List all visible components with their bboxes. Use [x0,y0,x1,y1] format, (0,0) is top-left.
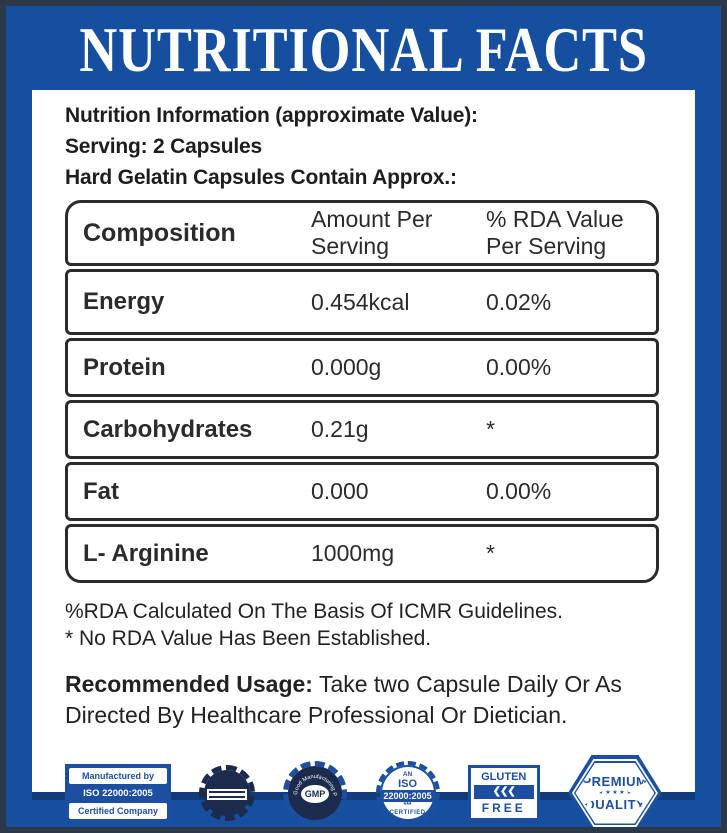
row-name: Carbohydrates [83,415,253,443]
nutrition-info-line: Nutrition Information (approximate Value… [65,104,478,127]
table-row-fat: Fat 0.000 0.00% [65,462,659,521]
rda-footnote: %RDA Calculated On The Basis Of ICMR Gui… [65,600,563,623]
row-rda: * [486,540,495,566]
iso-an-label: AN [402,770,413,778]
iso-number-label: ISO 22000:2005 [83,787,153,799]
header-rda-per-serving: % RDA Value Per Serving [486,205,624,259]
premium-quality-badge: PREMIUM ★ ★ ★ ★ ★ QUALITY [567,755,662,827]
row-rda: * [486,416,495,442]
company-seal-icon [199,765,256,821]
row-name: Protein [83,353,166,381]
nutrition-table: Composition Amount Per Serving % RDA Val… [65,200,659,583]
row-rda: 0.00% [486,478,552,504]
seal-band [207,789,248,800]
gluten-label: GLUTEN [481,771,527,783]
gmp-label: GMP [305,789,326,799]
asterisk-footnote: * No RDA Value Has Been Established. [65,627,432,650]
row-amount: 0.000g [311,354,382,380]
table-header-row: Composition Amount Per Serving % RDA Val… [65,200,659,266]
manufactured-by-badge: Manufactured by ISO 22000:2005 Certified… [65,763,171,823]
title-banner: NUTRITIONAL FACTS [6,12,721,90]
header-amount-per-serving: Amount Per Serving [311,205,433,259]
table-row-l-arginine: L- Arginine 1000mg * [65,524,659,583]
iso-stars: *** [403,801,412,809]
free-label: FREE [481,801,526,815]
usage-label: Recommended Usage: [65,671,313,697]
row-amount: 1000mg [311,540,395,566]
manufactured-by-label: Manufactured by [69,767,167,784]
recommended-usage: Recommended Usage: Take two Capsule Dail… [65,669,657,731]
row-name: L- Arginine [83,539,209,567]
row-rda: 0.00% [486,354,552,380]
premium-stars-icon: ★ ★ ★ ★ ★ [598,790,632,796]
capsule-contents-line: Hard Gelatin Capsules Contain Approx.: [65,166,457,189]
quality-label: QUALITY [584,797,646,812]
row-rda: 0.02% [486,288,552,315]
iso-badge-inner: AN ISO 22000:2005 *** CERTIFIED [381,767,434,819]
table-row-energy: Energy 0.454kcal 0.02% [65,269,659,335]
table-row-protein: Protein 0.000g 0.00% [65,338,659,397]
page-title: NUTRITIONAL FACTS [79,14,648,85]
wheat-chevron-icon: ❮❮❮ [473,785,534,799]
usage-text: Take two Capsule Daily Or As Directed By… [65,671,622,728]
content-panel: Nutrition Information (approximate Value… [32,90,695,827]
serving-line: Serving: 2 Capsules [65,135,262,158]
footnotes: %RDA Calculated On The Basis Of ICMR Gui… [65,598,662,652]
certification-badges-row: Manufactured by ISO 22000:2005 Certified… [65,755,662,827]
intro-block: Nutrition Information (approximate Value… [65,100,662,193]
certified-company-label: Certified Company [69,802,167,819]
gmp-laurel-icon: Good Manufacturing Practices GMP [288,766,337,803]
row-amount: 0.21g [311,416,369,442]
gmp-badge: Good Manufacturing Practices GMP [283,761,348,825]
gluten-free-badge: GLUTEN ❮❮❮ FREE [467,765,540,821]
table-row-carbohydrates: Carbohydrates 0.21g * [65,400,659,459]
iso-certified-badge: AN ISO 22000:2005 *** CERTIFIED [375,761,440,825]
row-name: Energy [83,288,165,315]
row-name: Fat [83,477,119,505]
iso-label: ISO [398,777,418,790]
premium-label: PREMIUM [582,774,648,789]
header-composition: Composition [83,218,236,247]
row-amount: 0.000 [311,478,369,504]
row-amount: 0.454kcal [311,288,410,315]
iso-number-band: 22000:2005 [381,789,434,802]
iso-certified-label: CERTIFIED [389,809,426,816]
